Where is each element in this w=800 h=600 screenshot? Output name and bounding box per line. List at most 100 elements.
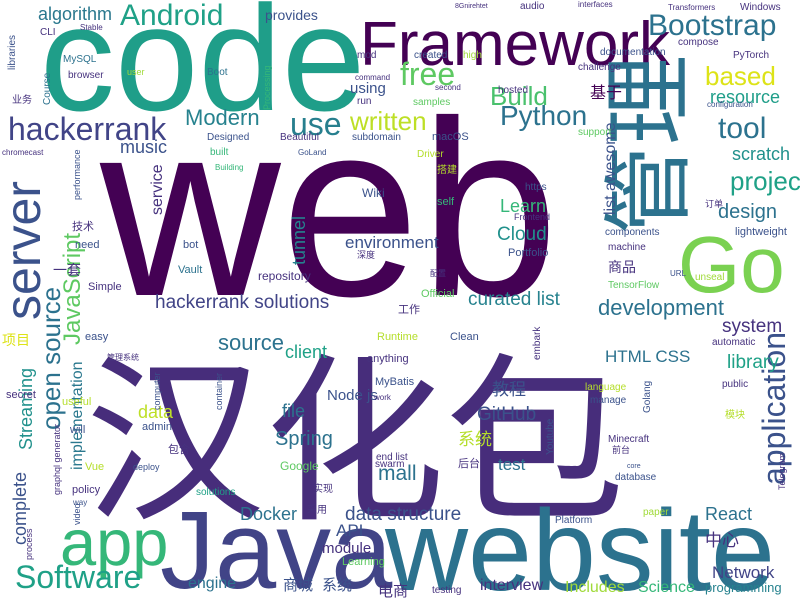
word: mall: [378, 462, 417, 485]
word: graphql generator: [52, 424, 62, 495]
word: Clean: [450, 331, 479, 343]
word: Minecraft: [608, 434, 649, 445]
word: samples: [413, 97, 450, 108]
word: 基于: [590, 84, 622, 102]
word: provides: [265, 7, 318, 23]
word: computer: [152, 372, 162, 410]
word: scratch: [732, 144, 790, 164]
word: 深度: [357, 249, 375, 260]
word: Golang: [642, 381, 653, 413]
word: manage: [590, 395, 627, 406]
word: 模块: [725, 409, 745, 421]
word: 前台: [612, 444, 630, 455]
word: 订单: [705, 198, 723, 209]
word: 工作: [398, 303, 420, 316]
word: implementation: [69, 362, 86, 471]
word: embark: [532, 326, 543, 360]
word: Processing: [262, 65, 272, 110]
word: Stable: [80, 23, 103, 32]
word: solutions: [196, 487, 235, 498]
word: Includes: [565, 579, 625, 596]
word: Go: [678, 220, 785, 309]
word: Python: [500, 100, 587, 131]
word: Transformers: [668, 3, 715, 12]
word: free: [400, 56, 455, 92]
word: Portfolio: [508, 247, 548, 259]
word: curated list: [468, 289, 561, 310]
word: 商城: [283, 577, 313, 594]
word: mod: [357, 50, 376, 61]
word: core: [627, 463, 641, 470]
word: web: [99, 69, 559, 348]
word: Learn: [500, 196, 546, 216]
word: Driver: [417, 149, 444, 160]
word: high: [463, 50, 482, 61]
word: Runtime: [377, 331, 418, 343]
word: source: [218, 330, 284, 355]
word: Vue: [85, 461, 104, 473]
word: music: [120, 137, 167, 157]
word: testing: [432, 585, 461, 596]
word: design: [718, 201, 777, 223]
word: machine: [608, 242, 646, 253]
word: lightweight: [735, 226, 787, 238]
word: automatic: [712, 337, 755, 348]
word: hosted: [498, 85, 528, 96]
word: end list: [376, 452, 408, 463]
word: PyTorch: [733, 50, 769, 61]
word: 管理系统: [107, 352, 139, 362]
word: run: [357, 96, 371, 107]
word: Beautiful: [280, 132, 319, 143]
word: Google: [280, 459, 319, 473]
word: Course: [42, 72, 53, 105]
word: hackerrank solutions: [155, 292, 329, 313]
word: based: [705, 61, 776, 91]
word: macOS: [432, 131, 469, 143]
word: Telegram: [777, 453, 787, 490]
word: easy: [85, 331, 109, 343]
word: interfaces: [578, 0, 613, 9]
word: Platform: [555, 515, 592, 526]
word: CLI: [40, 27, 56, 38]
word: work: [373, 393, 392, 402]
word: engine: [188, 575, 236, 592]
word: server: [0, 181, 51, 320]
word: public: [722, 379, 748, 390]
word: way: [72, 498, 87, 507]
word: Science: [638, 579, 695, 596]
word: 商品: [608, 259, 636, 275]
word: browser: [68, 70, 104, 81]
word: user: [127, 67, 145, 77]
word: Cloud: [497, 224, 547, 245]
word: Windows: [740, 2, 781, 13]
word: Android: [120, 0, 223, 32]
word: video: [72, 503, 82, 525]
word: 教程: [492, 380, 526, 399]
word: components: [605, 227, 659, 238]
word: Framework: [360, 10, 671, 79]
word: bot: [183, 239, 198, 251]
word: 一套: [53, 262, 81, 278]
word: paper: [643, 507, 669, 518]
word: repository: [258, 269, 311, 283]
word: language: [585, 382, 627, 393]
word: support: [578, 127, 612, 138]
word: interview: [480, 577, 544, 594]
word: 配置: [430, 269, 446, 278]
word: policy: [72, 484, 101, 496]
word: Node js: [327, 387, 378, 404]
word: Building: [215, 163, 243, 172]
word: Official: [421, 288, 454, 300]
word: Build: [490, 81, 548, 111]
word: Docker: [240, 504, 297, 524]
word: Streaming: [16, 368, 36, 450]
word: Frontend: [514, 212, 550, 222]
word: database: [615, 472, 657, 483]
word: Designed: [207, 132, 249, 143]
word: 中心: [705, 531, 739, 550]
word: Bootstrap: [648, 9, 776, 42]
word: Network: [712, 563, 775, 582]
word: subdomain: [352, 132, 401, 143]
